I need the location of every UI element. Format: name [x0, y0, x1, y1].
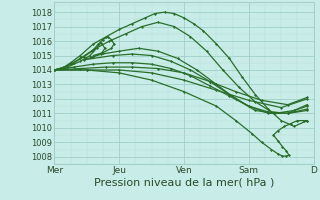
X-axis label: Pression niveau de la mer( hPa ): Pression niveau de la mer( hPa ) [94, 178, 274, 188]
